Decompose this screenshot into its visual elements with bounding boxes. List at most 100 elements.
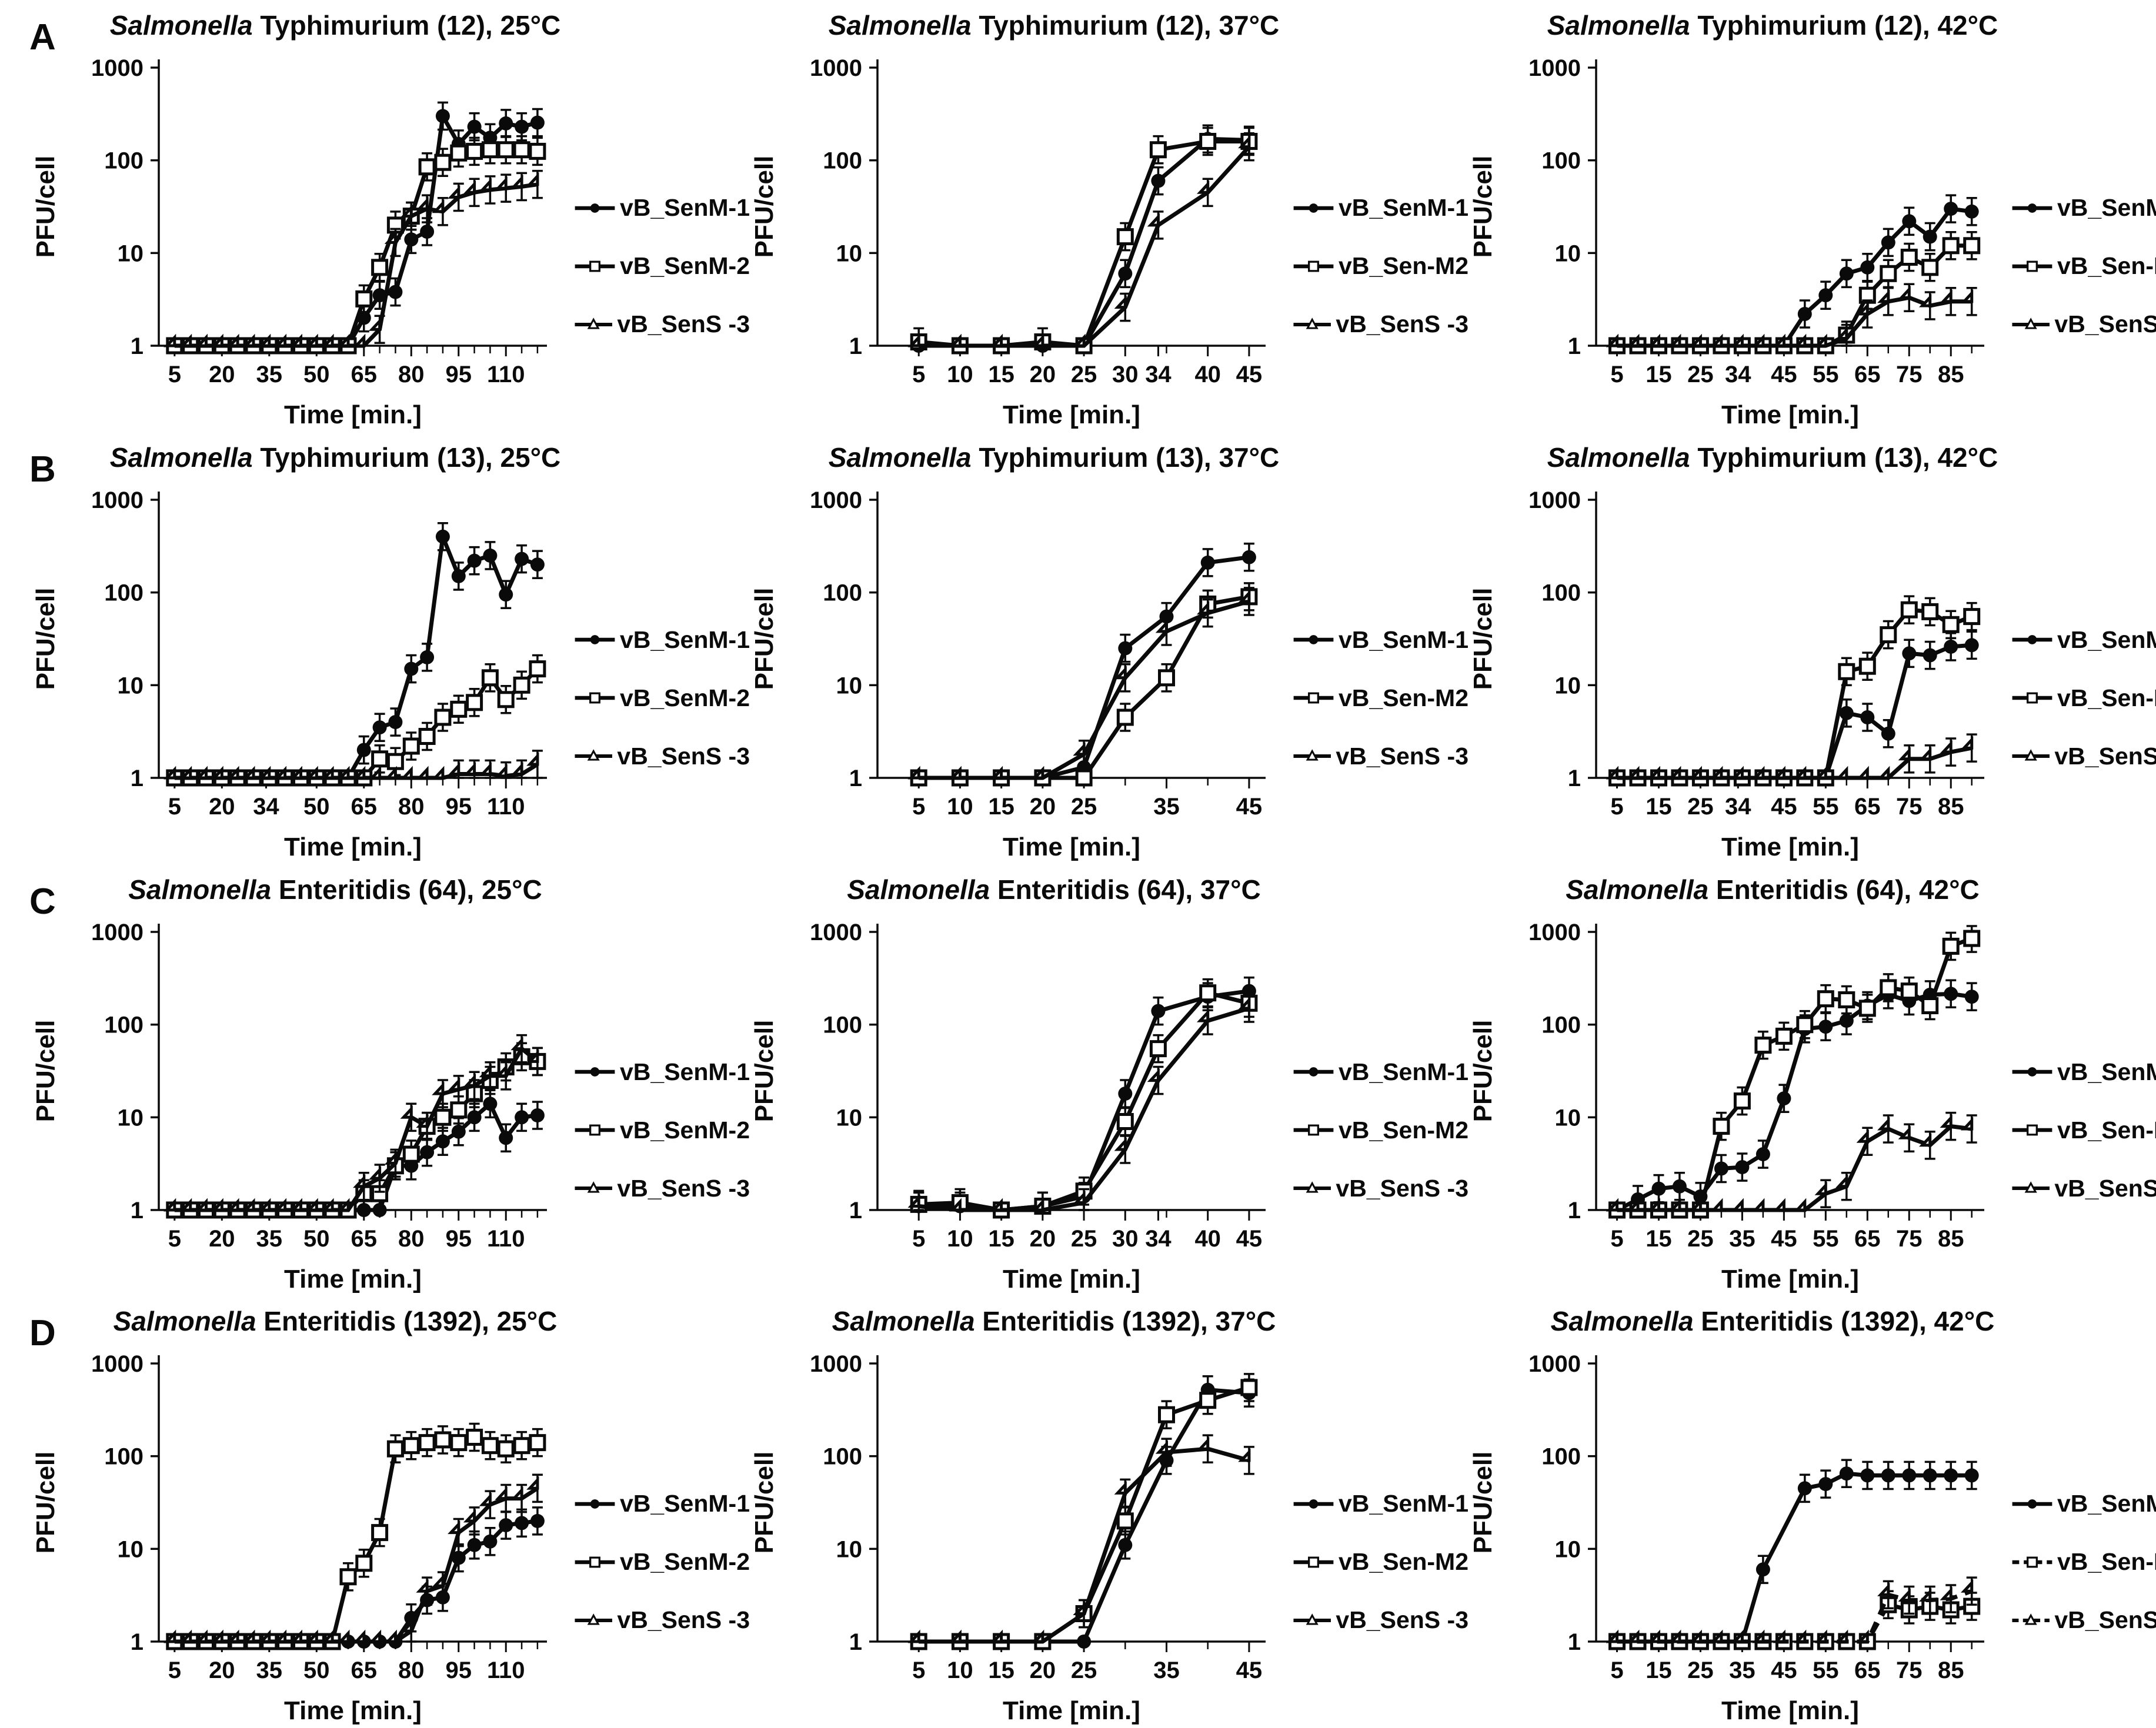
svg-text:15: 15 [1646,1226,1672,1252]
plot-area: 1 10 100 1000 5 10 15 20 25 35 45 Time [min.] PFU/ce… [750,487,1266,861]
svg-text:50: 50 [303,794,330,820]
svg-text:Time [min.]: Time [min.] [1003,833,1140,861]
svg-text:15: 15 [988,1657,1014,1683]
legend-label: vB_SenS -3 [2054,1606,2156,1634]
svg-text:PFU/cell: PFU/cell [750,156,779,258]
svg-text:25: 25 [1071,1226,1097,1252]
legend-label: vB_Sen-M2 [2057,1116,2156,1144]
chart-title-rest: Enteritidis (1392), 25°C [256,1306,558,1337]
plot-area: 1 10 100 1000 5 15 25 34 45 55 65 75 85 Time [min.] PF… [1469,55,1984,429]
legend-item: vB_Sen-M2 [2011,684,2156,712]
svg-text:45: 45 [1236,1226,1263,1252]
legend-item: vB_SenM-1 [1292,1058,1469,1086]
plot-area: 1 10 100 1000 5 15 25 34 45 55 65 75 85 Time [min.] PF… [1469,487,1984,861]
legend-label: vB_SenM-1 [1338,194,1469,221]
svg-text:15: 15 [988,794,1014,820]
legend-item: vB_Sen-M2 [1292,252,1469,280]
svg-text:10: 10 [836,240,863,266]
svg-text:34: 34 [1725,362,1751,387]
svg-text:110: 110 [487,1226,525,1252]
legend-marker-triangle-open [1293,317,1331,329]
svg-text:110: 110 [487,362,525,387]
chart-title-rest: Typhimurium (12), 37°C [971,10,1280,41]
legend-item: vB_SenS -3 [573,1175,750,1202]
legend-marker-square-open [575,1124,615,1136]
svg-text:5: 5 [1610,362,1623,387]
legend-label: vB_SenS -3 [1336,742,1469,770]
svg-text:65: 65 [1854,1226,1881,1252]
chart-title: Salmonella Enteritidis (64), 25°C [18,874,653,905]
svg-text:PFU/cell: PFU/cell [750,587,779,690]
legend-label: vB_Sen-M2 [2057,252,2156,279]
legend-marker-square-open [2012,260,2052,272]
svg-text:65: 65 [351,1226,378,1252]
chart-panel-11: Salmonella Enteritidis (1392), 37°C 1 10 10… [719,1296,1469,1728]
legend-label: vB_SenS -3 [1336,1174,1469,1202]
legend-marker-circle-filled [575,203,615,213]
legend-item: vB_SenS -3 [2011,1175,2156,1202]
legend-item: vB_SenS -3 [573,1606,750,1634]
chart-title: Salmonella Typhimurium (13), 25°C [18,442,653,473]
legend-label: vB_SenS -3 [617,310,750,337]
chart-title: Salmonella Enteritidis (1392), 37°C [736,1305,1371,1337]
svg-text:35: 35 [256,1226,283,1252]
legend-item: vB_SenM-2 [573,1117,750,1144]
legend-item: vB_SenM-1 [573,1490,750,1518]
svg-text:10: 10 [1555,1105,1581,1131]
legend-marker-triangle-open [2012,1613,2050,1625]
legend-marker-circle-filled [1293,203,1334,213]
svg-text:PFU/cell: PFU/cell [31,156,60,258]
svg-text:1000: 1000 [810,1351,862,1377]
legend-item: vB_Sen-M2 [2011,1117,2156,1144]
chart-title-rest: Enteritidis (1392), 37°C [974,1306,1276,1337]
svg-text:5: 5 [912,362,925,387]
legend-item: vB_SenM-1 [573,1058,750,1086]
svg-text:65: 65 [1854,362,1881,387]
svg-text:10: 10 [118,1105,144,1131]
legend-label: vB_SenM-1 [619,1490,750,1518]
legend-label: vB_SenM-2 [619,1116,750,1144]
svg-text:PFU/cell: PFU/cell [1469,1452,1497,1554]
svg-text:5: 5 [1610,1657,1623,1683]
svg-text:75: 75 [1896,1657,1923,1683]
chart-panel-4: B Salmonella Typhimurium (13), 25°C 1 10 100… [0,432,750,864]
svg-text:35: 35 [1153,794,1180,820]
svg-text:1000: 1000 [810,487,862,513]
svg-text:5: 5 [168,794,181,820]
svg-text:25: 25 [1071,794,1097,820]
legend-item: vB_SenM-1 [573,626,750,654]
svg-text:20: 20 [209,794,235,820]
legend-marker-square-open [575,1556,615,1568]
svg-text:1: 1 [1568,766,1581,791]
svg-text:100: 100 [823,580,862,606]
svg-text:25: 25 [1687,1657,1714,1683]
chart-title-rest: Typhimurium (13), 37°C [971,442,1280,473]
legend-label: vB_SenS -3 [2054,1174,2156,1202]
svg-text:PFU/cell: PFU/cell [1469,587,1497,690]
chart-title: Salmonella Enteritidis (1392), 25°C [18,1305,653,1337]
svg-text:Time [min.]: Time [min.] [1003,1265,1140,1294]
legend-label: vB_Sen-M2 [1338,1116,1469,1144]
svg-text:10: 10 [1555,240,1581,266]
legend-item: vB_Sen-M2 [1292,1548,1469,1576]
legend-label: vB_SenS -3 [2054,310,2156,337]
svg-text:25: 25 [1071,1657,1097,1683]
plot-area: 1 10 100 1000 5 10 15 20 25 30 34 40 45 Time [min.] PF… [750,55,1266,429]
svg-text:10: 10 [947,794,973,820]
chart-title-species: Salmonella [847,874,990,905]
plot-area: 1 10 100 1000 5 10 15 20 25 35 45 Time [min.] PFU/ce… [750,1351,1266,1725]
chart-panel-8: Salmonella Enteritidis (64), 37°C 1 10 100 1… [719,864,1469,1296]
panel-letter: A [29,17,56,58]
legend-marker-square-open [1293,692,1334,704]
svg-text:45: 45 [1771,1657,1797,1683]
legend-marker-square-open [1293,1556,1334,1568]
legend-marker-circle-filled [1293,635,1334,645]
svg-text:5: 5 [168,1226,181,1252]
svg-text:15: 15 [988,362,1014,387]
svg-text:35: 35 [1729,1657,1755,1683]
svg-text:45: 45 [1236,794,1263,820]
legend: vB_SenM-1 vB_SenM-2 vB_SenS -3 [573,1058,750,1233]
svg-text:25: 25 [1687,794,1714,820]
